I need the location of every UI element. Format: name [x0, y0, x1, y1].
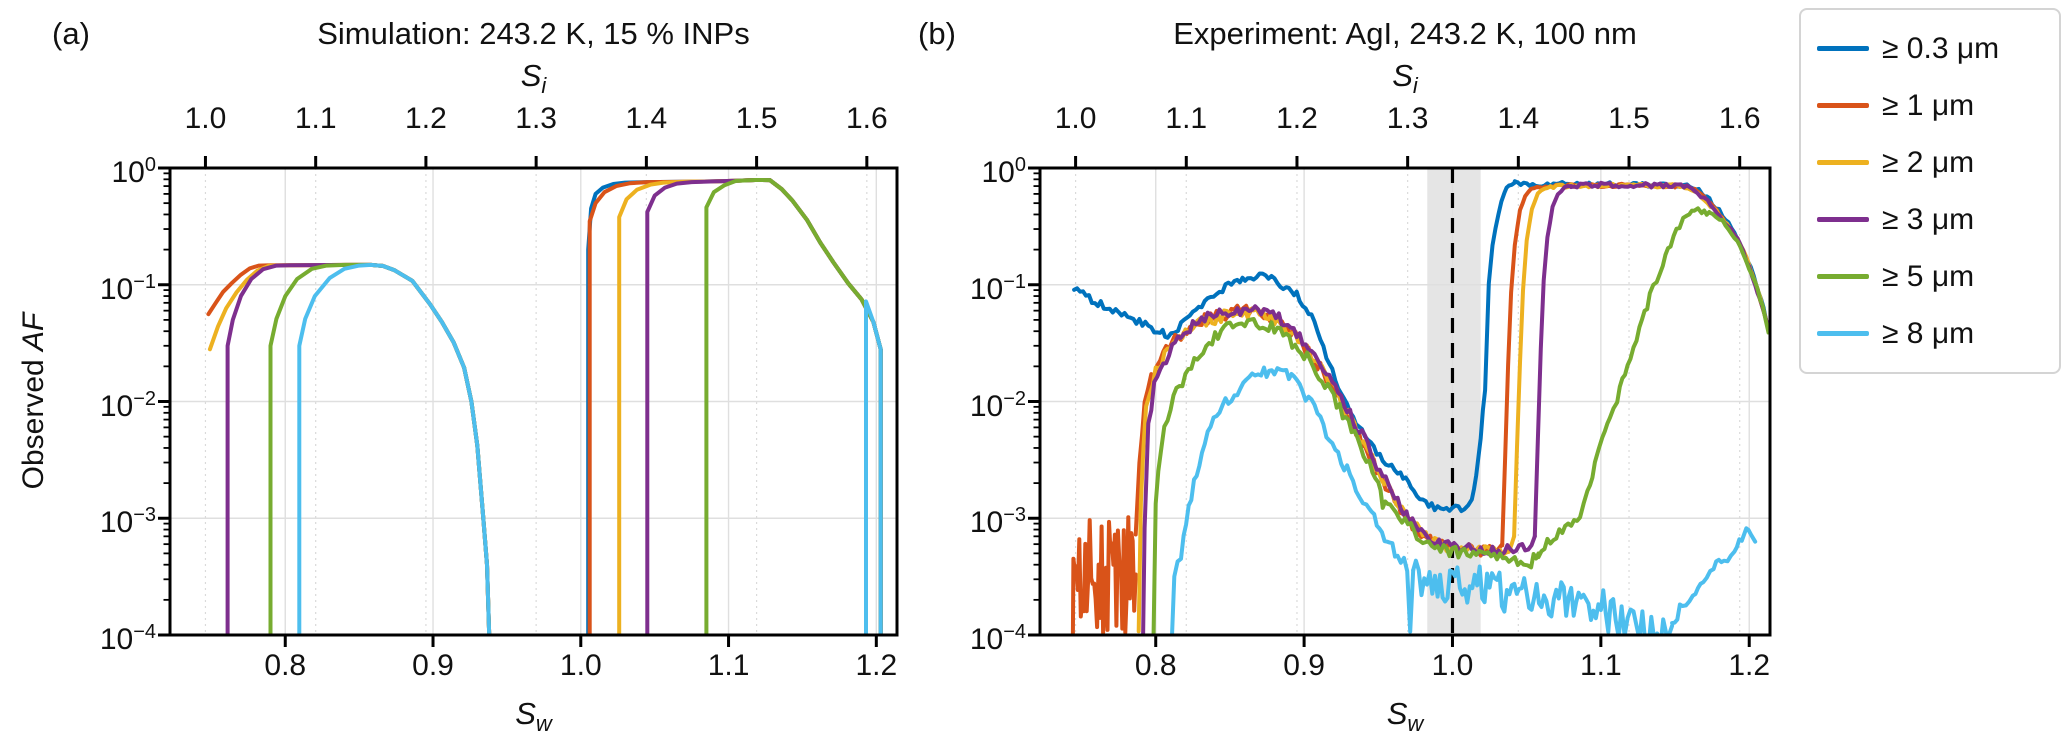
- si-tick-label: 1.2: [1276, 102, 1318, 135]
- legend: ≥ 0.3 μm ≥ 1 μm ≥ 2 μm ≥ 3 μm ≥ 5 μm ≥ 8 μm: [1799, 8, 2061, 374]
- panel-a-plot: [158, 156, 899, 647]
- si-tick-label: 1.1: [294, 102, 337, 135]
- panel-a-top-axis-label: Si: [520, 58, 547, 99]
- series-line: [1141, 304, 1537, 635]
- legend-line-swatch: [1817, 103, 1869, 108]
- y-tick-label: 100: [981, 154, 1027, 189]
- legend-line-swatch: [1817, 217, 1869, 222]
- series-line: [704, 178, 883, 635]
- panel-b-plot: [1028, 156, 1772, 647]
- legend-label: ≥ 3 μm: [1882, 202, 1975, 236]
- panel-a-tag: (a): [52, 16, 90, 51]
- legend-label: ≥ 2 μm: [1882, 145, 1975, 179]
- legend-label: ≥ 1 μm: [1882, 88, 1975, 122]
- legend-entry: ≥ 1 μm: [1817, 89, 2059, 123]
- x-tick-label: 1.1: [1579, 649, 1622, 682]
- si-tick-label: 1.6: [1718, 102, 1761, 135]
- series-line: [1569, 180, 1770, 331]
- panel-b-x-axis-label: Sw: [1386, 696, 1424, 737]
- legend-line-swatch: [1817, 160, 1869, 165]
- series-line: [1536, 206, 1712, 560]
- legend-line-swatch: [1817, 46, 1869, 51]
- legend-entry: ≥ 8 μm: [1817, 317, 2059, 351]
- legend-entry: ≥ 5 μm: [1817, 260, 2059, 294]
- legend-label: ≥ 8 μm: [1882, 316, 1975, 350]
- series-line: [1670, 526, 1758, 626]
- series-line: [645, 178, 883, 635]
- legend-label: ≥ 0.3 μm: [1882, 31, 2000, 65]
- series-line: [297, 262, 492, 635]
- series-line: [587, 178, 883, 635]
- si-tick-label: 1.5: [1608, 102, 1650, 135]
- legend-entry: ≥ 3 μm: [1817, 203, 2059, 237]
- series-line: [1707, 210, 1770, 335]
- si-tick-label: 1.3: [515, 102, 557, 135]
- x-tick-label: 0.8: [1134, 649, 1177, 682]
- legend-line-swatch: [1817, 331, 1869, 336]
- series-line: [586, 178, 883, 635]
- series-line: [207, 262, 492, 635]
- series-line: [1500, 184, 1540, 548]
- series-line: [1072, 180, 1517, 514]
- y-tick-label: 10−3: [99, 504, 156, 540]
- legend-label: ≥ 5 μm: [1882, 259, 1975, 293]
- y-tick-label: 10−4: [969, 621, 1026, 656]
- series-line: [1151, 317, 1541, 635]
- series-line: [617, 178, 883, 635]
- series-line: [1170, 365, 1416, 635]
- series-line: [1532, 184, 1574, 539]
- si-tick-label: 1.1: [1165, 102, 1208, 135]
- si-tick-label: 1.3: [1386, 102, 1429, 135]
- x-tick-label: 1.2: [1728, 649, 1771, 682]
- si-tick-label: 1.0: [184, 102, 227, 135]
- series-line: [225, 262, 492, 635]
- si-tick-label: 1.4: [625, 102, 668, 135]
- y-tick-label: 10−4: [99, 621, 156, 656]
- series-line: [206, 262, 492, 635]
- legend-entry: ≥ 0.3 μm: [1817, 32, 2059, 66]
- x-tick-label: 0.9: [412, 649, 454, 682]
- si-tick-label: 1.2: [405, 102, 447, 135]
- y-tick-label: 10−1: [969, 270, 1026, 306]
- y-tick-label: 10−2: [969, 387, 1026, 423]
- si-tick-label: 1.0: [1054, 102, 1097, 135]
- si-tick-label: 1.4: [1497, 102, 1540, 135]
- y-tick-label: 100: [111, 154, 157, 189]
- panel-a-title: Simulation: 243.2 K, 15 % INPs: [317, 16, 750, 51]
- legend-entry: ≥ 2 μm: [1817, 146, 2059, 180]
- x-tick-label: 1.2: [855, 649, 898, 682]
- x-tick-label: 1.1: [707, 649, 750, 682]
- legend-line-swatch: [1817, 274, 1869, 279]
- x-tick-label: 1.0: [1431, 649, 1474, 682]
- series-line: [1548, 181, 1770, 331]
- si-tick-label: 1.6: [845, 102, 888, 135]
- y-tick-label: 10−3: [969, 504, 1026, 540]
- series-line: [1512, 184, 1553, 539]
- panel-b-title: Experiment: AgI, 243.2 K, 100 nm: [1173, 16, 1637, 51]
- series-line: [1070, 515, 1138, 635]
- x-tick-label: 1.0: [559, 649, 602, 682]
- panel-b-tag: (b): [918, 16, 956, 51]
- si-tick-label: 1.5: [735, 102, 778, 135]
- panel-b-top-axis-label: Si: [1392, 58, 1418, 99]
- y-tick-label: 10−1: [99, 270, 156, 306]
- series-line: [1411, 558, 1675, 635]
- panel-a-x-axis-label: Sw: [515, 696, 552, 737]
- x-tick-label: 0.8: [264, 649, 307, 682]
- x-tick-label: 0.9: [1283, 649, 1325, 682]
- y-tick-label: 10−2: [99, 387, 156, 423]
- series-line: [1535, 181, 1770, 332]
- series-line: [864, 299, 883, 635]
